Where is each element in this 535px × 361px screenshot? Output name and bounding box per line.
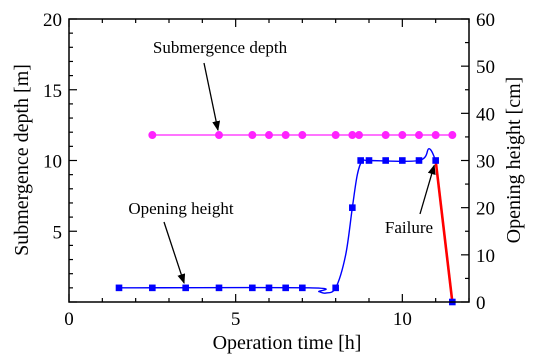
opening-height-point [149,284,156,292]
opening-height-point [332,284,339,292]
opening-height-point [415,157,423,164]
failure-segment-line [434,160,454,303]
y-right-tick-label: 20 [476,199,495,220]
opening-height-annotation: Opening height [128,199,234,218]
y-right-tick-label: 40 [476,104,495,125]
submergence-depth-point [355,131,363,140]
y-right-tick-label: 50 [476,57,495,78]
right-axis-title: Opening height [cm] [503,77,525,244]
opening-height-point [357,157,364,164]
submergence-depth-point [281,131,290,140]
opening-height-point [299,284,306,292]
submergence-depth-point [431,131,440,140]
opening-height-annotation-arrow [163,221,186,285]
submergence-depth-annotation: Submergence depth [153,38,288,57]
opening-height-point [249,284,256,292]
left-axis-title: Submergence depth [m] [11,64,33,256]
opening-height-point [115,284,123,292]
opening-height-point [349,204,356,211]
y-right-tick-label: 0 [476,293,486,314]
submergence-depth-point [298,131,307,140]
opening-height-point [432,157,439,164]
x-tick-label: 10 [393,309,412,330]
opening-height-point [365,157,373,164]
y-right-tick-label: 60 [476,10,495,31]
submergence-depth-point [248,131,257,140]
submergence-depth-point [148,131,157,140]
opening-height-point [399,157,406,164]
submergence-depth-point [448,131,457,140]
x-tick-label: 5 [231,309,241,330]
y-right-tick-label: 30 [476,152,495,173]
y-left-tick-label: 15 [43,81,62,102]
submergence-depth-point [398,131,407,140]
submergence-depth-point [415,131,423,140]
submergence-depth-point [265,131,273,140]
opening-height-point [182,284,189,292]
failure-annotation-arrow [419,164,436,215]
y-right-tick-label: 10 [476,246,495,267]
y-left-tick-label: 10 [43,152,62,173]
plot-frame [68,18,470,303]
x-axis-title: Operation time [h] [213,332,362,354]
opening-height-point [215,284,223,292]
opening-height-point [265,284,273,292]
y-left-tick-label: 20 [43,10,62,31]
opening-height-point [282,284,289,292]
x-tick-label: 0 [64,309,74,330]
submergence-depth-point [331,131,340,140]
y-left-tick-label: 5 [53,222,63,243]
submergence-depth-point [215,131,223,140]
submergence-depth-point [381,131,390,140]
submergence-depth-annotation-arrow [203,62,221,132]
submergence-depth-point [348,131,357,140]
failure-annotation: Failure [385,218,433,237]
opening-height-point [382,157,389,164]
